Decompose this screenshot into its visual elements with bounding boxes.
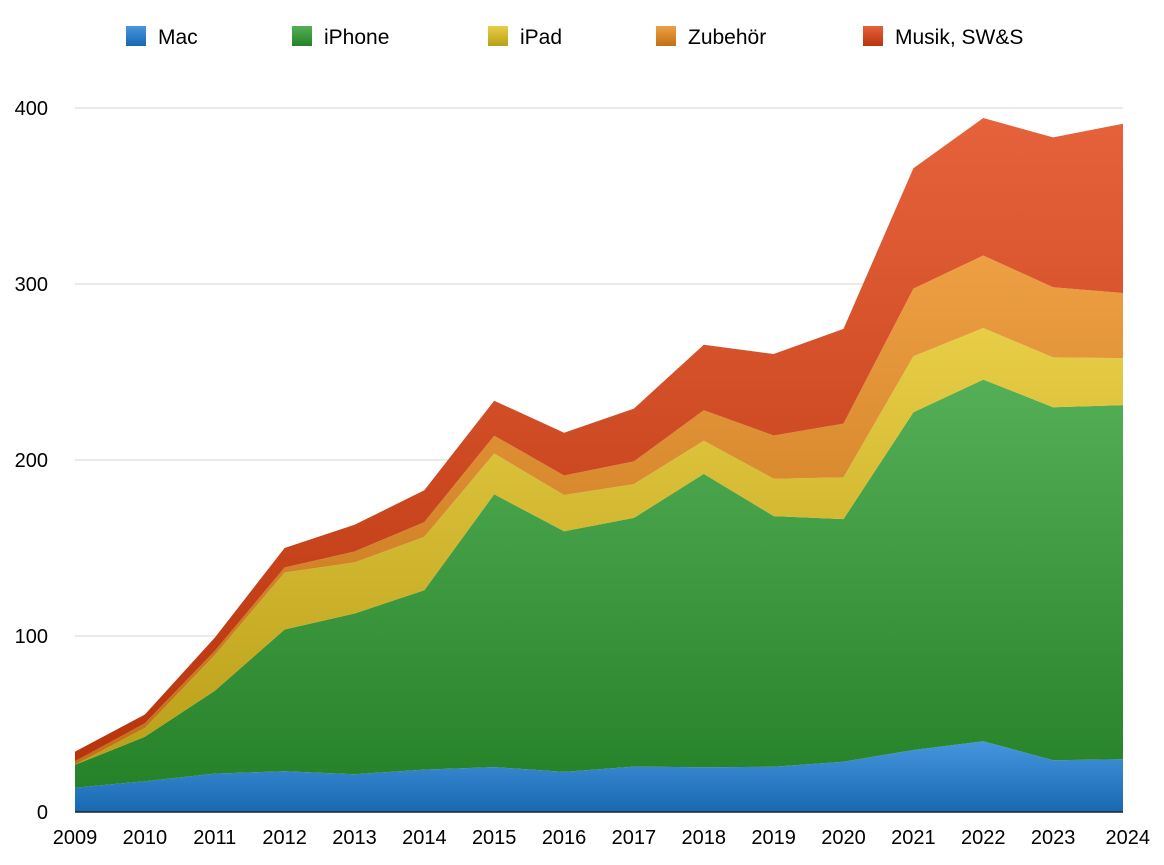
legend-item: Mac: [126, 26, 198, 49]
area-series: [75, 118, 1123, 812]
x-tick-label: 2015: [472, 827, 517, 849]
y-tick-label: 300: [15, 274, 48, 296]
x-tick-label: 2014: [402, 827, 447, 849]
area-series-mac: [75, 741, 1123, 812]
legend-swatch: [656, 26, 676, 46]
y-tick-label: 200: [15, 450, 48, 472]
legend-swatch: [863, 26, 883, 46]
x-tick-label: 2012: [262, 827, 307, 849]
legend-swatch: [126, 26, 146, 46]
area-series-ipad: [75, 328, 1123, 765]
legend-swatch: [292, 26, 312, 46]
y-tick-label: 100: [15, 626, 48, 648]
y-tick-label: 0: [37, 802, 48, 824]
x-tick-label: 2018: [682, 827, 727, 849]
area-series-zubeh-r: [75, 255, 1123, 765]
legend-item: iPad: [488, 26, 562, 49]
x-tick-label: 2016: [542, 827, 587, 849]
x-tick-label: 2013: [332, 827, 377, 849]
legend-item: Zubehör: [656, 26, 766, 49]
legend: Mac iPhone iPad Zubehör Musik, SW&S: [126, 26, 1023, 49]
axes: 0 100 200 300 400 2009 2010 2011 2012 2013 2014 201…: [15, 98, 1150, 849]
x-tick-label: 2024: [1106, 827, 1151, 849]
x-tick-label: 2009: [53, 827, 98, 849]
legend-label: Zubehör: [688, 26, 766, 49]
legend-swatch: [488, 26, 508, 46]
x-tick-label: 2010: [123, 827, 168, 849]
legend-label: Musik, SW&S: [895, 26, 1023, 49]
x-tick-label: 2020: [821, 827, 866, 849]
legend-label: iPad: [520, 26, 562, 49]
x-tick-label: 2023: [1031, 827, 1076, 849]
x-tick-label: 2019: [751, 827, 796, 849]
legend-item: Musik, SW&S: [863, 26, 1023, 49]
legend-item: iPhone: [292, 26, 389, 49]
legend-label: Mac: [158, 26, 198, 49]
x-tick-label: 2011: [193, 827, 236, 849]
legend-label: iPhone: [324, 26, 389, 49]
area-series-musik-sw-s: [75, 118, 1123, 762]
y-tick-label: 400: [15, 98, 48, 120]
x-tick-label: 2022: [961, 827, 1006, 849]
x-tick-label: 2017: [612, 827, 657, 849]
area-series-iphone: [75, 379, 1123, 788]
x-tick-label: 2021: [891, 827, 936, 849]
